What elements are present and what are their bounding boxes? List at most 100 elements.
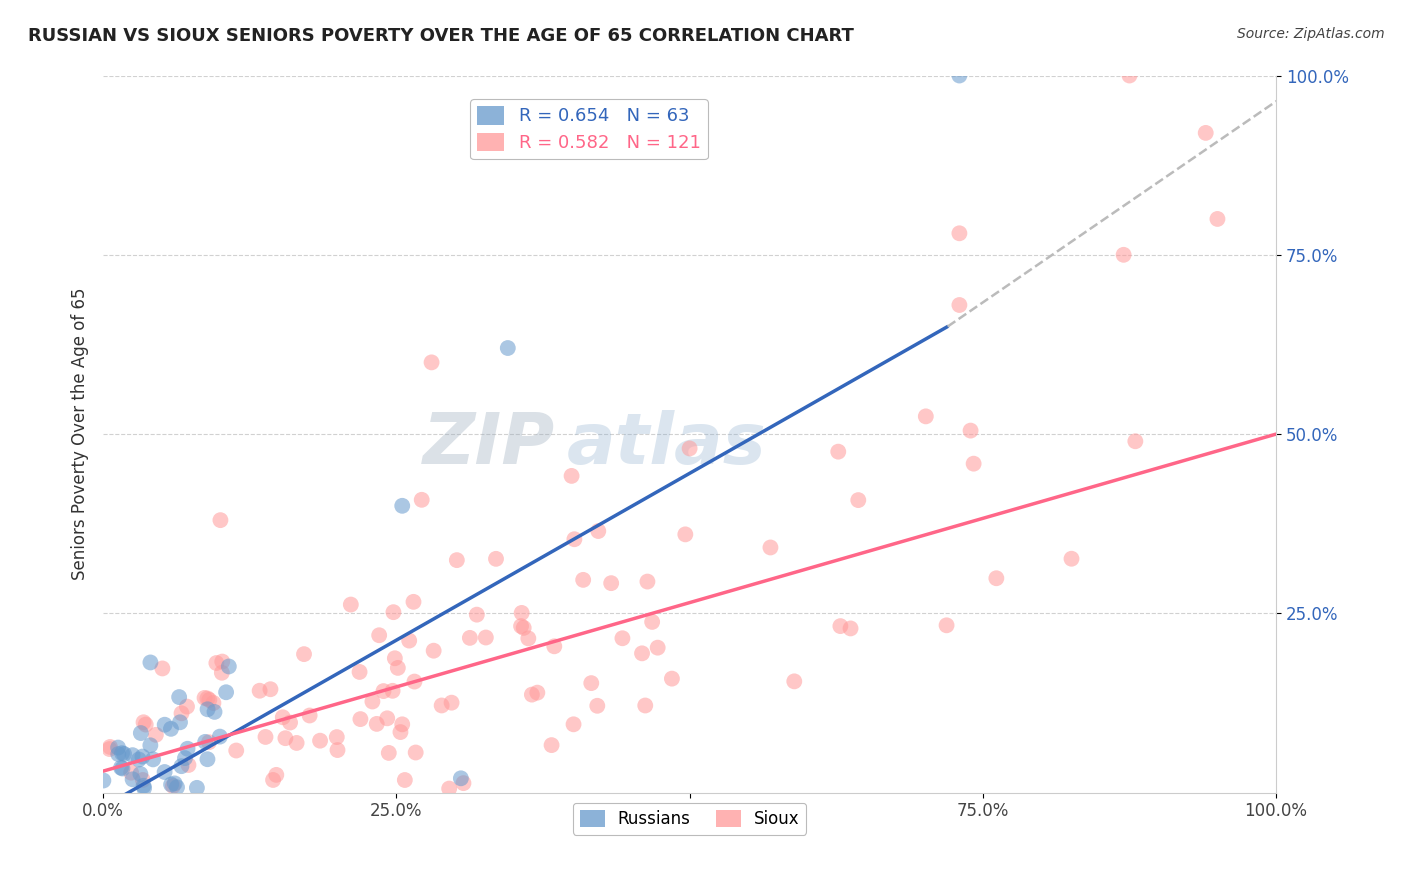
Point (959, 424, 981, 438)
Point (194, 822, 217, 836)
Point (162, 779, 184, 793)
Point (208, 730, 231, 744)
Point (129, 822, 152, 836)
Point (418, 801, 440, 815)
Point (389, 725, 412, 739)
Point (309, 733, 332, 747)
Point (361, 694, 384, 708)
Point (202, 696, 225, 710)
Point (398, 633, 420, 648)
Point (631, 646, 654, 660)
Point (366, 717, 388, 731)
Point (391, 717, 413, 731)
Point (97, 810, 120, 824)
Point (586, 698, 609, 713)
Point (271, 710, 294, 724)
Point (948, 227, 970, 241)
Point (453, 776, 475, 790)
Point (340, 598, 363, 612)
Point (198, 693, 221, 707)
Point (169, 715, 191, 730)
Point (204, 705, 226, 719)
Point (935, 618, 957, 632)
Point (986, 571, 1008, 585)
Point (176, 699, 198, 714)
Point (163, 776, 186, 790)
Point (132, 779, 155, 793)
Point (141, 822, 163, 836)
Point (170, 759, 193, 773)
Point (1206, 211, 1229, 226)
Text: Source: ZipAtlas.com: Source: ZipAtlas.com (1237, 27, 1385, 41)
Point (485, 551, 508, 566)
Point (153, 764, 176, 779)
Point (510, 606, 533, 620)
Point (205, 656, 228, 670)
Point (830, 619, 852, 633)
Point (167, 690, 190, 704)
Point (127, 797, 149, 812)
Point (162, 817, 184, 831)
Point (647, 640, 669, 655)
Point (215, 685, 238, 699)
Point (285, 736, 308, 750)
Point (135, 717, 157, 731)
Point (211, 665, 233, 680)
Point (211, 655, 233, 669)
Point (384, 651, 406, 665)
Point (98, 742, 121, 756)
Point (839, 622, 862, 636)
Point (200, 804, 222, 818)
Point (581, 676, 603, 690)
Point (198, 795, 221, 809)
Text: atlas: atlas (567, 410, 766, 479)
Point (120, 765, 142, 780)
Point (107, 747, 129, 761)
Point (104, 822, 127, 836)
Point (141, 803, 163, 817)
Point (145, 728, 167, 742)
Point (450, 772, 472, 786)
Text: ZIP: ZIP (422, 410, 555, 479)
Point (391, 499, 413, 513)
Y-axis label: Seniors Poverty Over the Age of 65: Seniors Poverty Over the Age of 65 (72, 288, 89, 581)
Point (197, 702, 219, 716)
Point (129, 767, 152, 781)
Point (1123, 434, 1146, 449)
Point (430, 698, 453, 713)
Point (110, 822, 132, 836)
Point (177, 815, 200, 830)
Point (446, 553, 468, 567)
Point (496, 341, 519, 355)
Point (132, 715, 155, 730)
Point (114, 812, 136, 826)
Point (110, 761, 132, 775)
Point (512, 621, 534, 635)
Point (153, 717, 176, 731)
Point (160, 722, 183, 736)
Point (422, 804, 444, 818)
Point (111, 746, 134, 760)
Point (1118, 69, 1140, 83)
Point (572, 573, 595, 587)
Point (440, 696, 463, 710)
Point (107, 740, 129, 755)
Point (139, 739, 162, 753)
Point (404, 674, 426, 689)
Point (1195, 126, 1218, 140)
Point (526, 686, 548, 700)
Point (520, 688, 543, 702)
Point (176, 741, 198, 756)
Point (111, 762, 134, 776)
Point (254, 730, 277, 744)
Point (259, 682, 281, 697)
Point (143, 822, 166, 836)
Point (278, 715, 301, 730)
Point (394, 772, 416, 787)
Point (465, 607, 488, 622)
Point (349, 665, 371, 679)
Point (475, 631, 498, 645)
Point (914, 409, 936, 424)
Point (128, 752, 150, 766)
Point (326, 730, 349, 744)
